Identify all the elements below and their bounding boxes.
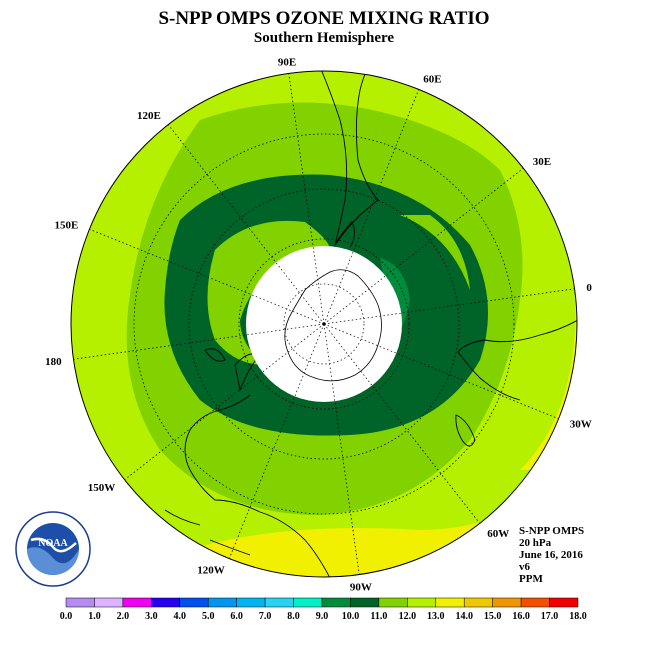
color-scale-tick-label: 9.0: [316, 611, 329, 622]
map-subtitle: Southern Hemisphere: [253, 30, 395, 46]
coast-australia: [184, 394, 331, 577]
polar-night-no-data: [246, 246, 402, 402]
color-scale-tick-label: 6.0: [230, 611, 243, 622]
color-scale-swatch: [463, 597, 493, 608]
color-scale-swatch: [179, 597, 209, 608]
color-scale-bar: 0.0 1.0 2.0 3.0 4.0 5.0 6.0 7.0 8.0 9.0 10.0 11.0 12…: [60, 597, 587, 622]
color-scale-tick-label: 7.0: [259, 611, 272, 622]
coast-indonesia: [164, 509, 251, 556]
longitude-label: 150W: [88, 482, 116, 494]
color-scale-tick-label: 4.0: [174, 611, 187, 622]
color-scale-tick-label: 17.0: [541, 611, 559, 622]
longitude-label: 120E: [137, 110, 161, 122]
color-scale-tick-label: 3.0: [145, 611, 158, 622]
longitude-label: 90W: [350, 581, 372, 593]
info-level: 20 hPa: [519, 537, 552, 549]
color-scale-swatch: [492, 597, 522, 608]
color-scale-swatch: [520, 597, 550, 608]
color-scale-swatch: [378, 597, 408, 608]
meridian-line-polar: [251, 294, 325, 325]
color-scale-tick-label: 8.0: [287, 611, 300, 622]
meridian-line-polar: [312, 246, 325, 325]
color-scale-tick-label: 1.0: [88, 611, 101, 622]
longitude-label: 120W: [197, 565, 225, 577]
color-scale-swatch: [236, 597, 266, 608]
color-scale-swatch: [293, 597, 323, 608]
color-scale-tick-label: 13.0: [427, 611, 445, 622]
meridian-line-polar: [323, 275, 386, 325]
info-version: v6: [519, 561, 530, 573]
color-scale-swatch: [350, 597, 380, 608]
longitude-labels: 90W 60W 30W 0 30E 60E 90E 120E 150E 180 150W 120W: [45, 57, 592, 594]
color-scale-tick-label: 16.0: [512, 611, 530, 622]
info-date: June 16, 2016: [519, 549, 583, 561]
dataset-info: S-NPP OMPS 20 hPa June 16, 2016 v6 PPM: [519, 525, 584, 585]
info-instrument: S-NPP OMPS: [519, 525, 585, 537]
longitude-label: 150E: [54, 220, 78, 232]
coast-africa: [457, 319, 577, 401]
map-boundary: [70, 70, 578, 578]
color-scale-swatch: [207, 597, 237, 608]
color-scale-swatch: [151, 597, 181, 608]
color-scale-swatch: [94, 597, 124, 608]
color-scale-swatch: [321, 597, 351, 608]
coast-south-america: [317, 71, 379, 246]
color-scale-tick-label: 5.0: [202, 611, 215, 622]
color-scale-swatch: [264, 597, 294, 608]
meridian-line-polar: [323, 323, 336, 402]
color-scale-swatch: [65, 597, 95, 608]
color-scale-swatch: [549, 597, 579, 608]
meridian-line-polar: [323, 323, 397, 354]
longitude-label: 0: [586, 282, 592, 294]
color-scale-tick-label: 12.0: [399, 611, 417, 622]
meridian-line-polar: [323, 312, 402, 325]
coast-antarctica: [284, 269, 382, 382]
color-scale-tick-label: 10.0: [342, 611, 360, 622]
noaa-logo-text: NOAA: [38, 538, 68, 549]
color-scale-tick-label: 18.0: [569, 611, 587, 622]
ozone-band-inner-east: [400, 215, 470, 290]
meridian-line-polar: [246, 323, 325, 336]
longitude-label: 30W: [570, 418, 592, 430]
longitude-label: 60E: [423, 73, 441, 85]
color-scale-tick-label: 2.0: [117, 611, 130, 622]
color-scale-swatch: [122, 597, 152, 608]
coast-new-zealand-south: [204, 348, 226, 362]
noaa-logo: NOAA: [15, 511, 91, 587]
color-scale-swatch: [407, 597, 437, 608]
meridian-line-polar: [275, 262, 325, 325]
meridian-line-polar: [262, 323, 325, 373]
color-scale-tick-label: 14.0: [455, 611, 473, 622]
longitude-label: 180: [45, 356, 62, 368]
longitude-label: 90E: [278, 57, 296, 69]
meridian-line-polar: [323, 251, 354, 325]
ozone-band-inner: [207, 220, 330, 365]
coast-madagascar: [455, 414, 476, 447]
color-scale-tick-label: 15.0: [484, 611, 502, 622]
meridian-line-polar: [323, 323, 373, 386]
color-scale-swatch: [435, 597, 465, 608]
map-title: S-NPP OMPS OZONE MIXING RATIO: [158, 8, 490, 29]
color-scale-tick-label: 0.0: [60, 611, 73, 622]
longitude-label: 30E: [533, 156, 551, 168]
meridian-line-polar: [294, 323, 325, 397]
info-units: PPM: [519, 573, 543, 585]
longitude-label: 60W: [487, 528, 509, 540]
color-scale-tick-label: 11.0: [370, 611, 387, 622]
coast-antarctic-peninsula: [334, 221, 355, 248]
